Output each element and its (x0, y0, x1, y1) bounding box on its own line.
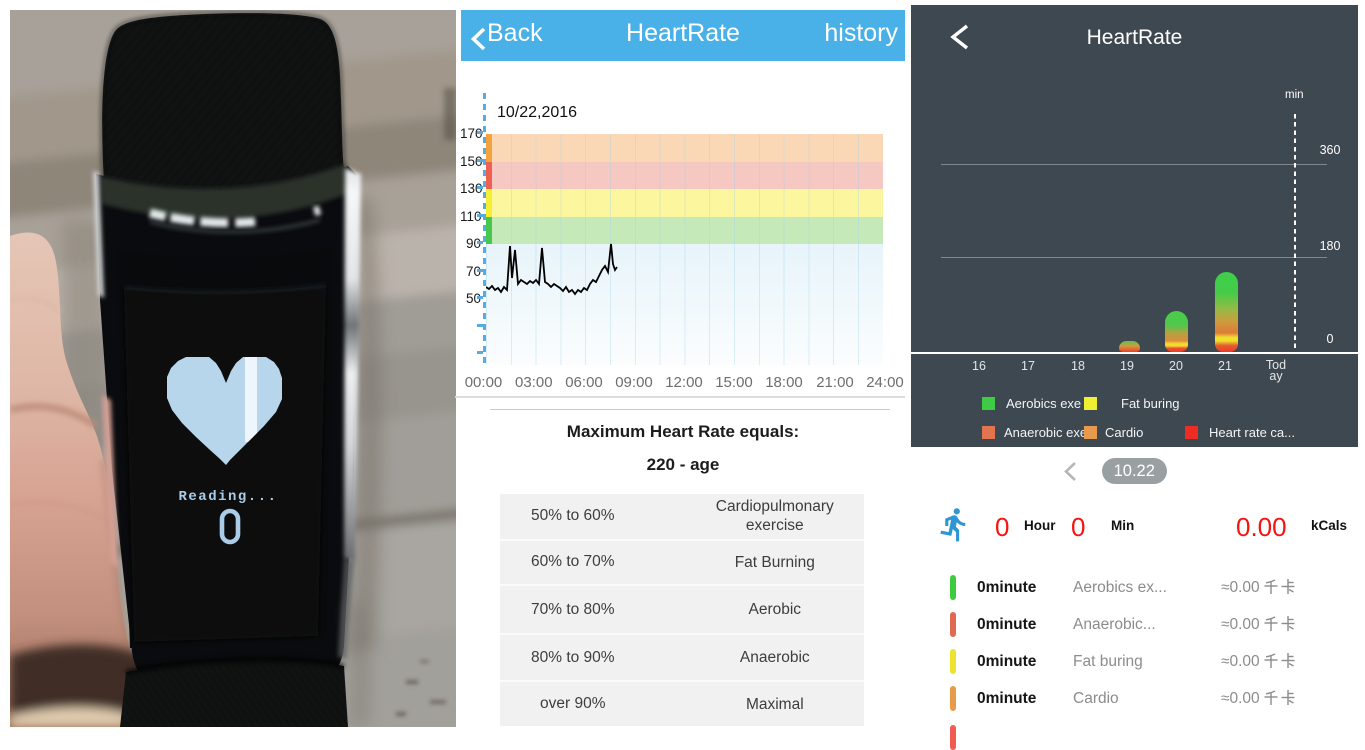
svg-text:Reading...: Reading... (178, 489, 277, 505)
